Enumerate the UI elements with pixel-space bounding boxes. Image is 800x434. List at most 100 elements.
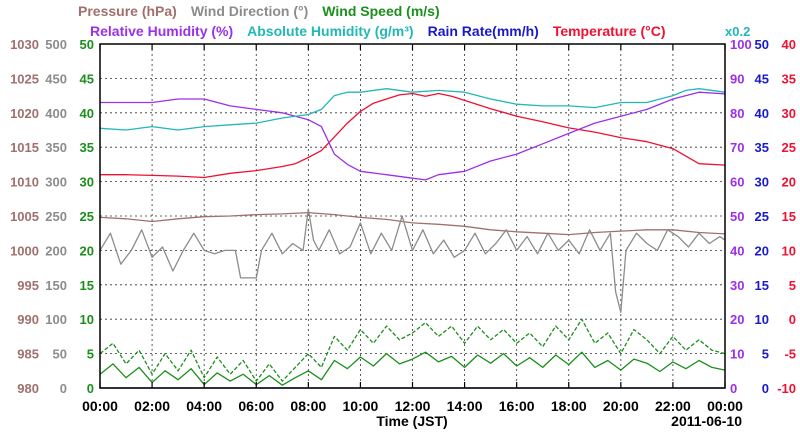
tick-label-pressure: 1020	[10, 106, 39, 121]
scale-note: x0.2	[725, 24, 750, 39]
tick-label-wind-speed: 45	[80, 71, 94, 86]
tick-label-temperature: 15	[782, 209, 796, 224]
x-tick-label: 00:00	[82, 398, 118, 414]
tick-label-pressure: 985	[17, 347, 39, 362]
title-pressure: Pressure (hPa)	[78, 3, 177, 19]
x-tick-label: 06:00	[238, 398, 274, 414]
x-tick-label: 16:00	[499, 398, 535, 414]
x-tick-label: 08:00	[290, 398, 326, 414]
tick-label-wind-speed: 50	[80, 37, 94, 52]
title-absolute_humidity: Absolute Humidity (g/m³)	[247, 23, 413, 39]
x-tick-label: 02:00	[134, 398, 170, 414]
tick-label-temperature: 20	[782, 175, 796, 190]
x-tick-label: 04:00	[186, 398, 222, 414]
tick-label-temperature: 5	[789, 278, 796, 293]
tick-label-wind-speed: 40	[80, 106, 94, 121]
tick-label-relative-humidity: 20	[730, 312, 744, 327]
tick-label-temperature: 35	[782, 71, 796, 86]
x-tick-label: 14:00	[447, 398, 483, 414]
tick-label-relative-humidity: 80	[730, 106, 744, 121]
x-tick-label: 20:00	[603, 398, 639, 414]
tick-label-relative-humidity: 100	[730, 37, 752, 52]
tick-label-wind-speed: 15	[80, 278, 94, 293]
tick-label-relative-humidity: 40	[730, 243, 744, 258]
tick-label-temperature: 25	[782, 140, 796, 155]
tick-label-rain-rate: 0	[762, 381, 769, 396]
tick-label-temperature: 0	[789, 312, 796, 327]
x-tick-label: 22:00	[655, 398, 691, 414]
x-tick-label: 18:00	[551, 398, 587, 414]
tick-label-wind-direction: 100	[45, 312, 67, 327]
x-tick-label: 12:00	[395, 398, 431, 414]
tick-label-rain-rate: 35	[755, 140, 769, 155]
tick-label-wind-direction: 400	[45, 106, 67, 121]
tick-label-wind-direction: 350	[45, 140, 67, 155]
tick-label-wind-direction: 500	[45, 37, 67, 52]
x-tick-label: 10:00	[343, 398, 379, 414]
date-label: 2011-06-10	[671, 413, 742, 429]
tick-label-relative-humidity: 30	[730, 278, 744, 293]
series-pressure	[99, 211, 726, 236]
title-rain_rate: Rain Rate(mm/h)	[428, 23, 539, 39]
series-absolute-humidity	[99, 88, 726, 131]
tick-label-pressure: 1025	[10, 71, 39, 86]
tick-label-wind-direction: 50	[53, 347, 67, 362]
tick-label-wind-direction: 150	[45, 278, 67, 293]
tick-label-pressure: 1000	[10, 243, 39, 258]
tick-label-wind-speed: 25	[80, 209, 94, 224]
tick-label-wind-speed: 20	[80, 243, 94, 258]
tick-label-pressure: 1015	[10, 140, 39, 155]
tick-label-rain-rate: 15	[755, 278, 769, 293]
tick-label-temperature: 30	[782, 106, 796, 121]
title-temperature: Temperature (°C)	[553, 23, 666, 39]
tick-label-wind-speed: 35	[80, 140, 94, 155]
tick-label-rain-rate: 10	[755, 312, 769, 327]
tick-label-wind-speed: 10	[80, 312, 94, 327]
tick-label-temperature: 40	[782, 37, 796, 52]
tick-label-wind-direction: 0	[60, 381, 67, 396]
tick-label-wind-direction: 250	[45, 209, 67, 224]
grid	[100, 44, 725, 388]
tick-label-relative-humidity: 0	[730, 381, 737, 396]
series-wind-gust	[99, 318, 726, 382]
tick-label-rain-rate: 30	[755, 175, 769, 190]
tick-label-rain-rate: 45	[755, 71, 769, 86]
series-temperature	[100, 92, 726, 179]
tick-label-pressure: 980	[17, 381, 39, 396]
title-wind_direction: Wind Direction (°)	[191, 3, 308, 19]
x-tick-label: 00:00	[707, 398, 743, 414]
tick-label-relative-humidity: 90	[730, 71, 744, 86]
tick-label-pressure: 995	[17, 278, 39, 293]
tick-label-temperature: 10	[782, 243, 796, 258]
tick-label-rain-rate: 20	[755, 243, 769, 258]
tick-label-temperature: -10	[777, 381, 796, 396]
plot-series	[99, 88, 726, 389]
tick-label-wind-speed: 30	[80, 175, 94, 190]
axes: 9809859909951000100510101015102010251030…	[10, 37, 796, 414]
tick-label-rain-rate: 5	[762, 347, 769, 362]
tick-label-wind-speed: 0	[87, 381, 94, 396]
series-relative-humidity	[100, 91, 726, 181]
tick-label-pressure: 990	[17, 312, 39, 327]
tick-label-rain-rate: 50	[755, 37, 769, 52]
tick-label-rain-rate: 40	[755, 106, 769, 121]
tick-label-relative-humidity: 70	[730, 140, 744, 155]
tick-label-pressure: 1010	[10, 175, 39, 190]
tick-label-relative-humidity: 50	[730, 209, 744, 224]
tick-label-wind-direction: 200	[45, 243, 67, 258]
tick-label-temperature: -5	[784, 347, 796, 362]
chart-title-area: Pressure (hPa) Wind Direction (°) Wind Spe…	[78, 3, 750, 39]
title-wind_speed: Wind Speed (m/s)	[322, 3, 439, 19]
tick-label-wind-speed: 5	[87, 347, 94, 362]
tick-label-pressure: 1030	[10, 37, 39, 52]
x-axis-label: Time (JST)	[376, 413, 447, 429]
tick-label-wind-direction: 300	[45, 175, 67, 190]
tick-label-relative-humidity: 60	[730, 175, 744, 190]
series-wind-direction	[99, 208, 726, 313]
tick-label-pressure: 1005	[10, 209, 39, 224]
tick-label-relative-humidity: 10	[730, 347, 744, 362]
tick-label-rain-rate: 25	[755, 209, 769, 224]
tick-label-wind-direction: 450	[45, 71, 67, 86]
title-relative_humidity: Relative Humidity (%)	[90, 23, 233, 39]
